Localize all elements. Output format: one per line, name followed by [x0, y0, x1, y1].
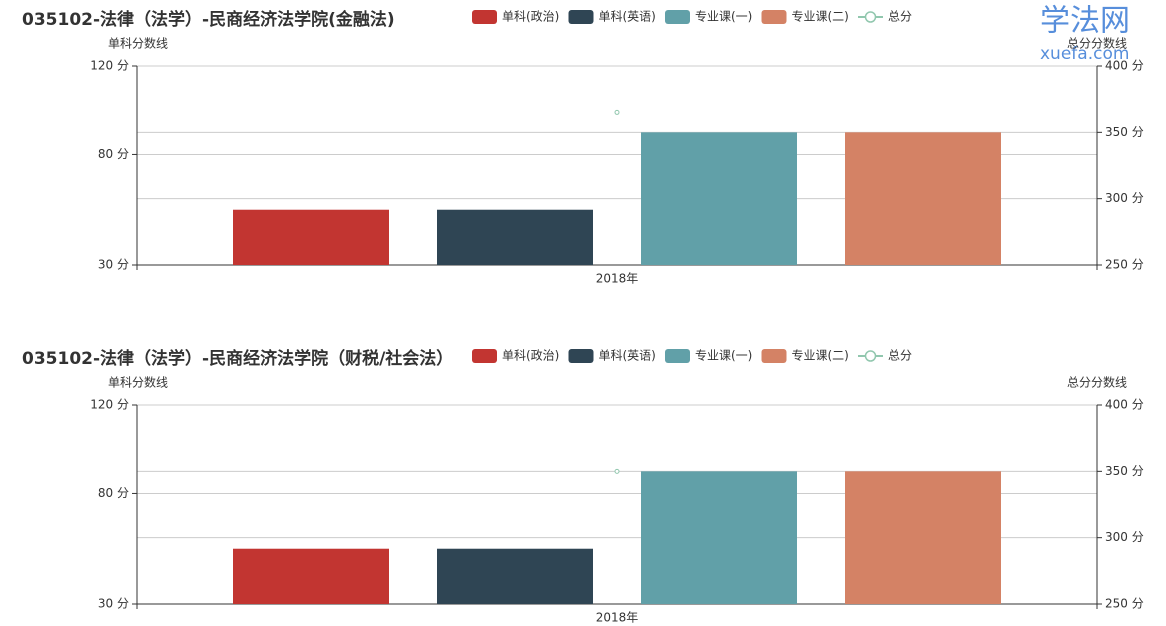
legend-label: 单科(政治) — [502, 349, 559, 363]
legend-label: 单科(政治) — [502, 10, 559, 24]
legend-swatch — [665, 10, 690, 24]
y2-tick-label: 250 分 — [1105, 258, 1144, 272]
y-tick-label: 80 分 — [98, 486, 129, 500]
legend-swatch — [761, 10, 787, 24]
legend-label: 总分 — [888, 349, 912, 363]
x-tick-label: 2018年 — [596, 611, 639, 625]
legend-swatch — [472, 349, 497, 363]
y-tick-label: 120 分 — [90, 59, 129, 73]
legend-swatch — [472, 10, 497, 24]
x-tick-label: 2018年 — [596, 272, 639, 286]
y-axis-label: 单科分数线 — [108, 375, 168, 390]
y2-tick-label: 350 分 — [1105, 464, 1144, 478]
y2-axis-label: 总分分数线 — [1067, 36, 1127, 51]
y-tick-label: 30 分 — [98, 258, 129, 272]
y2-tick-label: 300 分 — [1105, 530, 1144, 544]
y2-tick-label: 400 分 — [1105, 398, 1144, 412]
bar — [437, 209, 593, 265]
bar — [233, 548, 389, 604]
y-tick-label: 120 分 — [90, 398, 129, 412]
y-tick-label: 30 分 — [98, 597, 129, 611]
legend-swatch — [568, 349, 594, 363]
bar — [845, 471, 1001, 604]
legend-label: 专业课(一) — [695, 9, 752, 24]
bar — [233, 209, 389, 265]
line-point — [614, 468, 620, 474]
bar — [641, 132, 797, 265]
line-point — [614, 109, 620, 115]
y2-axis-label: 总分分数线 — [1067, 375, 1127, 390]
bar — [641, 471, 797, 604]
legend-label: 专业课(二) — [792, 348, 849, 363]
legend-label: 单科(英语) — [599, 10, 656, 24]
y2-tick-label: 250 分 — [1105, 597, 1144, 611]
legend-marker — [864, 350, 877, 362]
legend-label: 总分 — [888, 10, 912, 24]
watermark: xuefa.com — [1040, 44, 1129, 64]
watermark: 学法网 — [1040, 4, 1130, 39]
legend-label: 专业课(二) — [792, 9, 849, 24]
y-axis-label: 单科分数线 — [108, 36, 168, 51]
legend-swatch — [665, 349, 690, 363]
legend-label: 单科(英语) — [599, 349, 656, 363]
chart-title: 035102-法律（法学）-民商经济法学院（财税/社会法） — [22, 348, 453, 369]
legend-swatch — [568, 10, 594, 24]
y2-tick-label: 350 分 — [1105, 125, 1144, 139]
bar — [437, 548, 593, 604]
y2-tick-label: 300 分 — [1105, 191, 1144, 205]
y-tick-label: 80 分 — [98, 147, 129, 161]
y2-tick-label: 400 分 — [1105, 59, 1144, 73]
legend-swatch — [761, 349, 787, 363]
legend-marker — [864, 11, 877, 23]
chart-title: 035102-法律（法学）-民商经济法学院(金融法) — [22, 9, 395, 30]
legend-label: 专业课(一) — [695, 348, 752, 363]
bar — [845, 132, 1001, 265]
